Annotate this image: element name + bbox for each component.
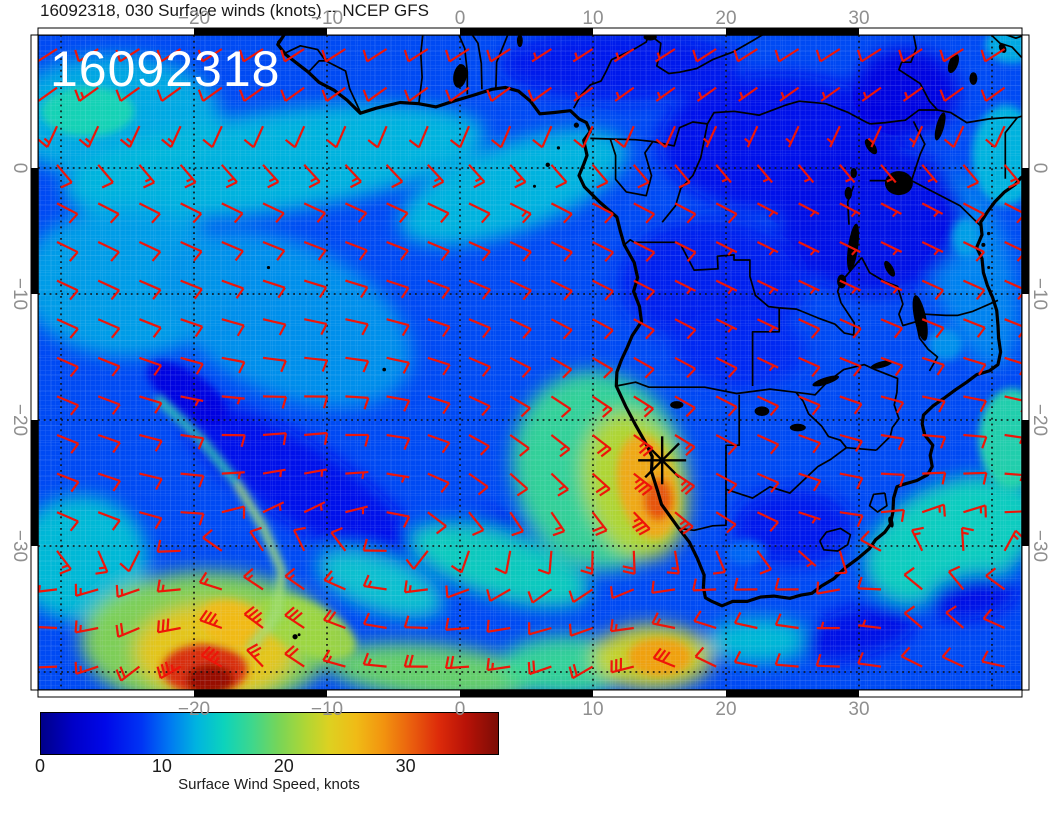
x-tick-label-top: 30 <box>848 8 870 29</box>
colorbar-tick-label: 30 <box>395 756 416 776</box>
colorbar-tick-label: 10 <box>151 756 172 776</box>
x-tick-label-bottom: 0 <box>454 699 466 720</box>
colorbar-gradient <box>40 712 499 755</box>
y-tick-label-left: −30 <box>9 529 30 563</box>
site-markers <box>292 436 687 640</box>
y-tick-label-right: −10 <box>1029 277 1050 311</box>
y-tick-label-left: −20 <box>9 403 30 437</box>
map-frame <box>30 27 1030 698</box>
lakes <box>453 35 1007 528</box>
x-tick-label-top: 10 <box>582 8 604 29</box>
y-tick-label-right: 0 <box>1029 162 1050 174</box>
y-tick-label-right: −30 <box>1029 529 1050 563</box>
colorbar-caption: Surface Wind Speed, knots <box>178 776 360 793</box>
x-tick-label-top: 0 <box>454 8 466 29</box>
island-dot-marker <box>292 634 298 640</box>
colorbar-tick-label: 0 <box>34 756 45 776</box>
y-tick-label-left: −10 <box>9 277 30 311</box>
run-datetime-label: 16092318 <box>50 41 281 97</box>
x-tick-label-top: −10 <box>310 8 344 29</box>
x-tick-label-bottom: −20 <box>177 699 211 720</box>
islands <box>266 122 991 372</box>
x-tick-label-top: −20 <box>177 8 211 29</box>
x-tick-label-top: 20 <box>715 8 737 29</box>
coastline <box>276 35 1022 608</box>
x-tick-label-bottom: 30 <box>848 699 870 720</box>
x-tick-label-bottom: 10 <box>582 699 604 720</box>
y-tick-label-right: −20 <box>1029 403 1050 437</box>
y-tick-label-left: 0 <box>9 162 30 174</box>
asterisk-marker <box>644 442 680 479</box>
x-tick-label-bottom: −10 <box>310 699 344 720</box>
plot-title: 16092318, 030 Surface winds (knots) -- N… <box>40 1 429 20</box>
map-clipped-layers <box>38 35 1022 690</box>
x-tick-label-bottom: 20 <box>715 699 737 720</box>
colorbar-tick-label: 20 <box>273 756 294 776</box>
